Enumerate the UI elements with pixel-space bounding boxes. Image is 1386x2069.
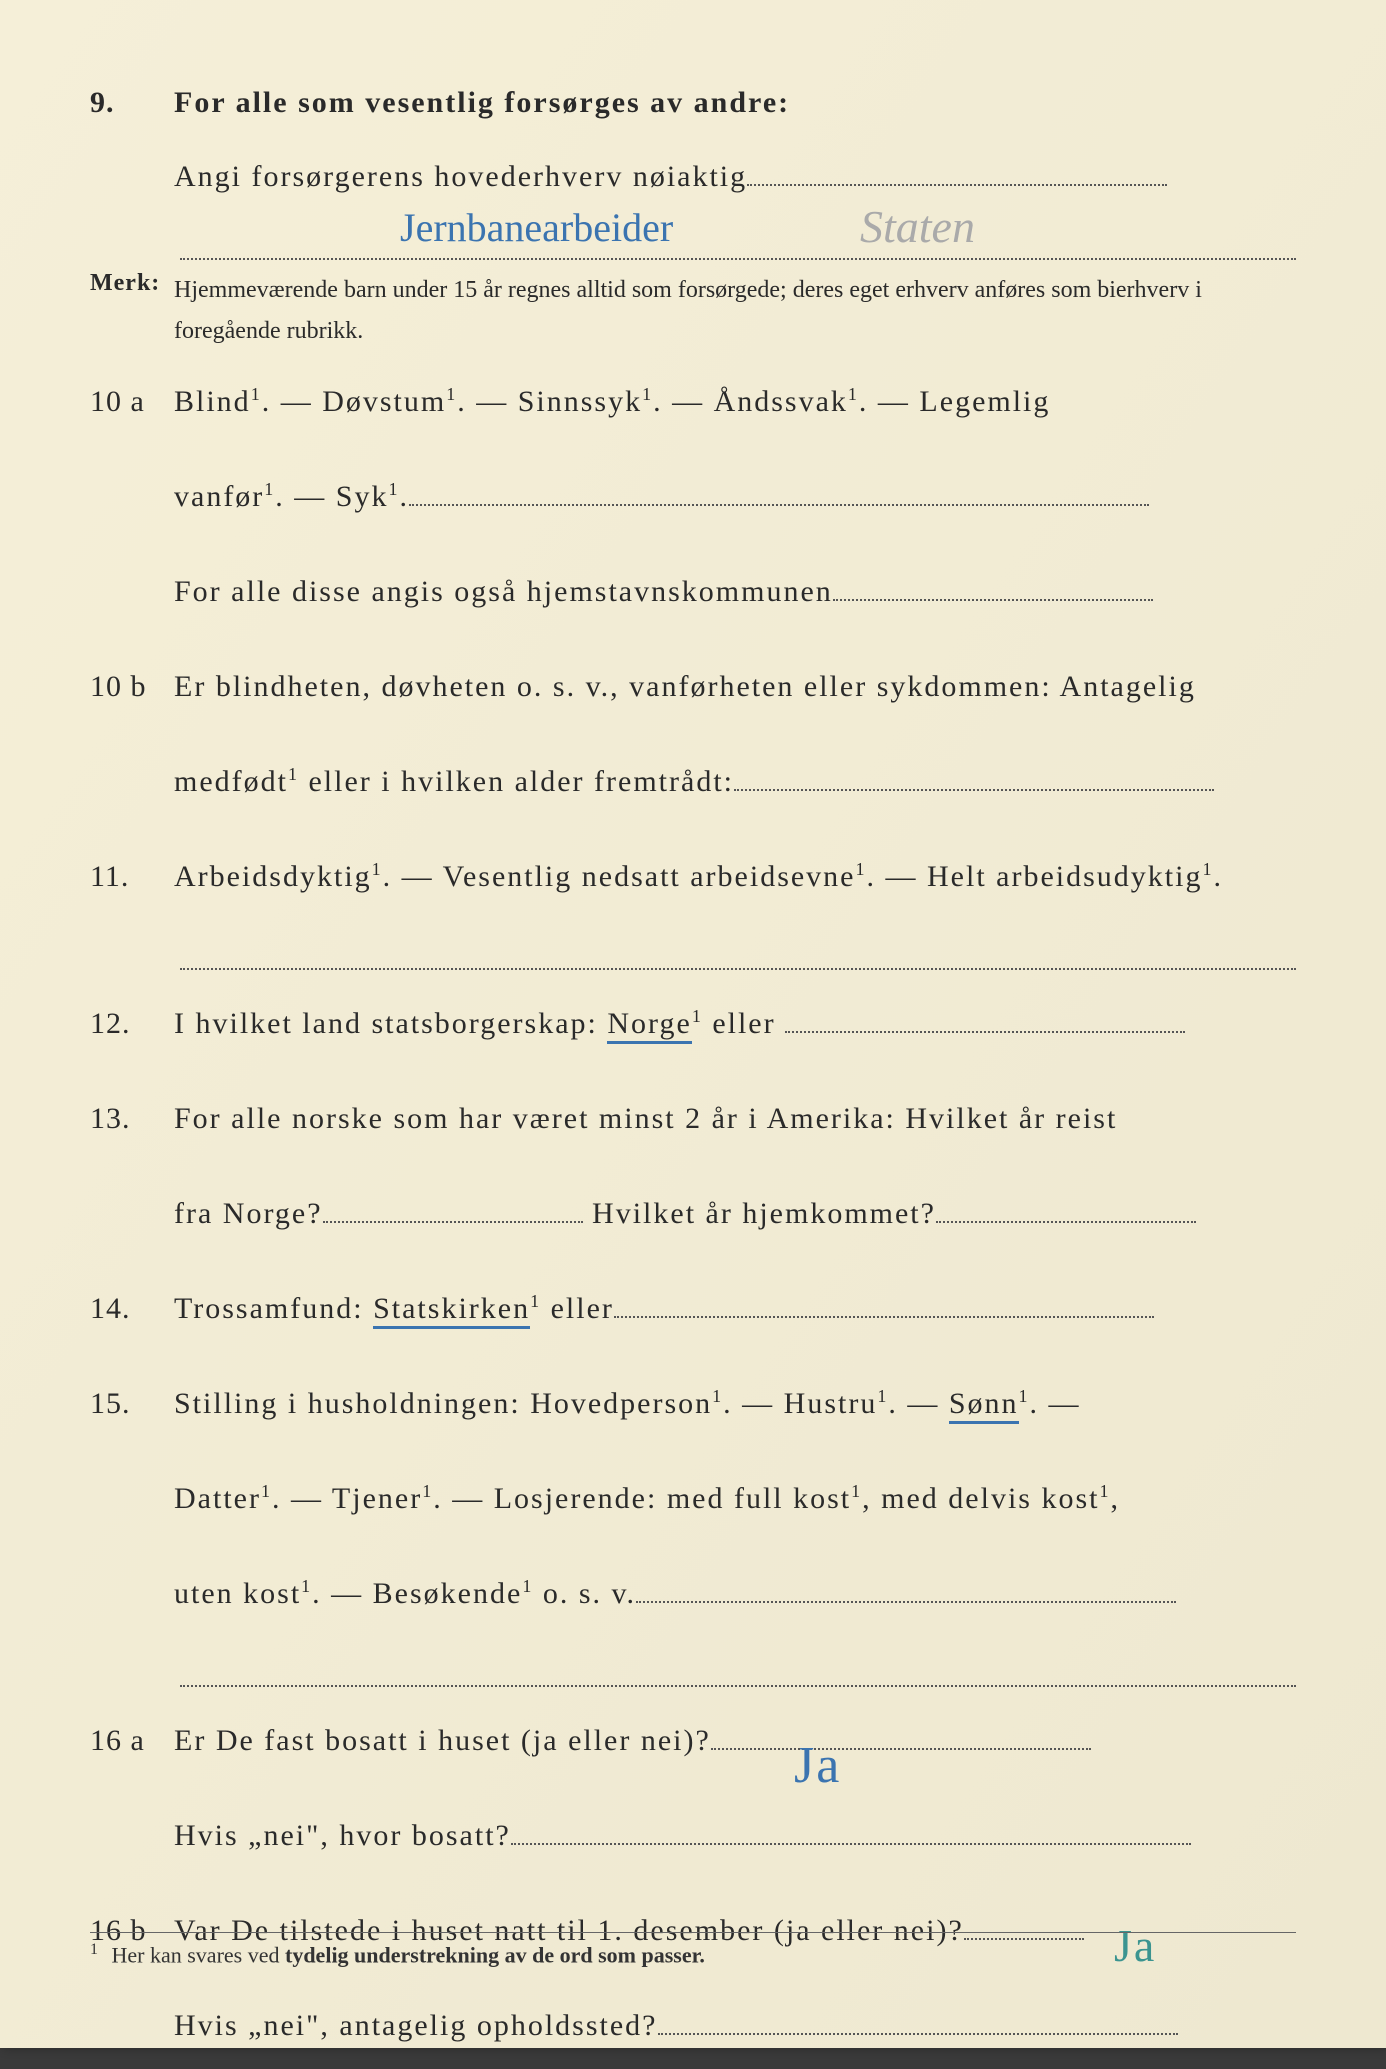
q9: 9. For alle som vesentlig forsørges av a… <box>90 70 1296 136</box>
census-form-page: 9. For alle som vesentlig forsørges av a… <box>0 0 1386 2048</box>
merk-label: Merk: <box>90 270 170 297</box>
q12-num: 12. <box>90 980 170 1067</box>
q10a-line3: For alle disse angis også hjemstavnskomm… <box>90 548 1296 635</box>
q16a: 16 a Er De fast bosatt i huset (ja eller… <box>90 1697 1296 1784</box>
footnote-num: 1 <box>90 1941 98 1958</box>
merk-text: Hjemmeværende barn under 15 år regnes al… <box>174 270 1290 352</box>
q9-line1: For alle som vesentlig forsørges av andr… <box>174 70 1290 136</box>
q15-num: 15. <box>90 1360 170 1447</box>
q9-line2: Angi forsørgerens hovederhverv nøiaktig <box>90 144 1296 210</box>
q10b-line1: Er blindheten, døvheten o. s. v., vanfør… <box>174 643 1290 730</box>
q16a-num: 16 a <box>90 1697 170 1784</box>
q9-handwritten: Jernbanearbeider <box>400 204 673 251</box>
q10a: 10 a Blind1. — Døvstum1. — Sinnssyk1. — … <box>90 358 1296 445</box>
footnote-pre: Her kan svares ved <box>112 1942 286 1967</box>
q15-sonn-underlined: Sønn <box>949 1387 1019 1424</box>
q9-line2-text: Angi forsørgerens hovederhverv nøiaktig <box>174 160 747 193</box>
q12-norge-underlined: Norge <box>607 1007 691 1044</box>
q10b-num: 10 b <box>90 643 170 730</box>
q13: 13. For alle norske som har været minst … <box>90 1075 1296 1162</box>
q16a-line2: Hvis „nei", hvor bosatt? <box>90 1792 1296 1879</box>
q11: 11. Arbeidsdyktig1. — Vesentlig nedsatt … <box>90 833 1296 920</box>
q9-answer-line: Jernbanearbeider Staten <box>180 218 1296 260</box>
q14-num: 14. <box>90 1265 170 1352</box>
q10b-line2: medfødt1 eller i hvilken alder fremtrådt… <box>90 738 1296 825</box>
q15: 15. Stilling i husholdningen: Hovedperso… <box>90 1360 1296 1447</box>
q13-num: 13. <box>90 1075 170 1162</box>
q15-line2: Datter1. — Tjener1. — Losjerende: med fu… <box>90 1455 1296 1542</box>
q13-line1: For alle norske som har været minst 2 år… <box>174 1075 1290 1162</box>
q15-blank <box>180 1645 1296 1687</box>
q13-line2: fra Norge? Hvilket år hjemkommet? <box>90 1170 1296 1257</box>
q14: 14. Trossamfund: Statskirken1 eller <box>90 1265 1296 1352</box>
footnote: 1 Her kan svares ved tydelig understrekn… <box>90 1932 1296 1968</box>
q12: 12. I hvilket land statsborgerskap: Norg… <box>90 980 1296 1067</box>
q10a-line2: vanfør1. — Syk1. <box>90 453 1296 540</box>
q11-blank <box>180 928 1296 970</box>
q9-blank <box>747 154 1167 186</box>
q10b: 10 b Er blindheten, døvheten o. s. v., v… <box>90 643 1296 730</box>
footnote-bold: tydelig understrekning av de ord som pas… <box>285 1942 705 1967</box>
q9-num: 9. <box>90 70 170 136</box>
q15-line3: uten kost1. — Besøkende1 o. s. v. <box>90 1550 1296 1637</box>
q10a-num: 10 a <box>90 358 170 445</box>
q11-num: 11. <box>90 833 170 920</box>
merk-note: Merk: Hjemmeværende barn under 15 år reg… <box>90 270 1296 352</box>
q9-pencil: Staten <box>860 200 975 253</box>
q14-stats-underlined: Statskirken <box>373 1292 530 1329</box>
q16b-line2: Hvis „nei", antagelig opholdssted? <box>90 1982 1296 2069</box>
